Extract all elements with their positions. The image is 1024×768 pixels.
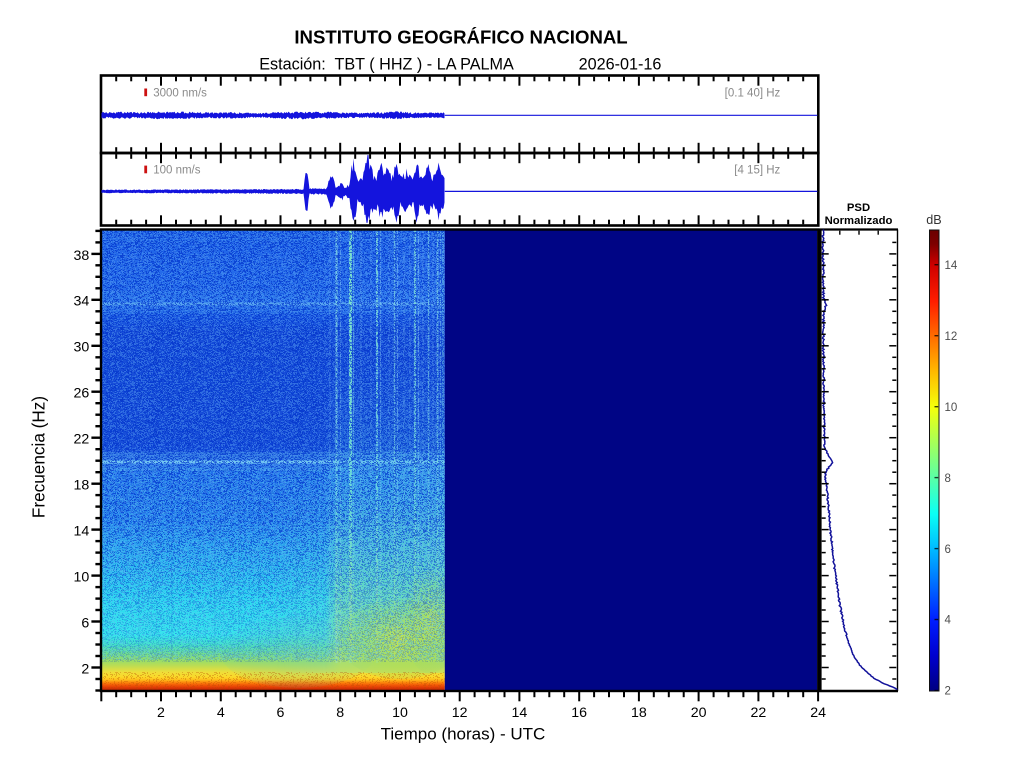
svg-text:2026-01-16: 2026-01-16 <box>579 56 662 74</box>
svg-text:34: 34 <box>74 294 90 310</box>
svg-text:6: 6 <box>945 544 951 556</box>
svg-text:22: 22 <box>74 432 90 448</box>
svg-text:20: 20 <box>691 705 707 721</box>
svg-text:26: 26 <box>74 386 90 402</box>
svg-text:INSTITUTO GEOGRÁFICO NACIONAL: INSTITUTO GEOGRÁFICO NACIONAL <box>294 27 627 48</box>
svg-text:Normalizado: Normalizado <box>825 215 893 227</box>
svg-text:18: 18 <box>631 705 647 721</box>
svg-text:2: 2 <box>157 705 165 721</box>
svg-text:2: 2 <box>81 661 89 677</box>
svg-text:24: 24 <box>810 705 826 721</box>
svg-text:16: 16 <box>571 705 587 721</box>
svg-text:Frecuencia (Hz): Frecuencia (Hz) <box>29 396 49 518</box>
svg-text:14: 14 <box>945 260 958 272</box>
svg-text:14: 14 <box>74 524 90 540</box>
svg-text:Estación: TBT ( HHZ ) - LA PA: Estación: TBT ( HHZ ) - LA PALMA <box>259 56 514 74</box>
svg-text:30: 30 <box>74 340 90 356</box>
svg-text:dB: dB <box>926 213 941 227</box>
svg-text:12: 12 <box>945 331 958 343</box>
svg-text:38: 38 <box>74 248 90 264</box>
svg-text:22: 22 <box>751 705 767 721</box>
svg-text:10: 10 <box>74 570 90 586</box>
svg-text:12: 12 <box>452 705 468 721</box>
svg-text:4: 4 <box>945 615 952 627</box>
svg-text:PSD: PSD <box>847 202 870 214</box>
svg-text:3000 nm/s: 3000 nm/s <box>153 87 207 99</box>
svg-text:Tiempo (horas) - UTC: Tiempo (horas) - UTC <box>381 725 546 744</box>
svg-text:100 nm/s: 100 nm/s <box>153 164 201 176</box>
svg-text:4: 4 <box>217 705 225 721</box>
svg-text:8: 8 <box>945 473 951 485</box>
svg-text:8: 8 <box>336 705 344 721</box>
svg-text:6: 6 <box>277 705 285 721</box>
svg-text:10: 10 <box>392 705 408 721</box>
svg-text:2: 2 <box>945 686 951 698</box>
svg-text:10: 10 <box>945 402 958 414</box>
svg-text:[4 15] Hz: [4 15] Hz <box>734 164 780 176</box>
svg-text:6: 6 <box>81 615 89 631</box>
svg-text:[0.1 40] Hz: [0.1 40] Hz <box>725 87 781 99</box>
svg-text:14: 14 <box>512 705 528 721</box>
svg-text:18: 18 <box>74 478 90 494</box>
